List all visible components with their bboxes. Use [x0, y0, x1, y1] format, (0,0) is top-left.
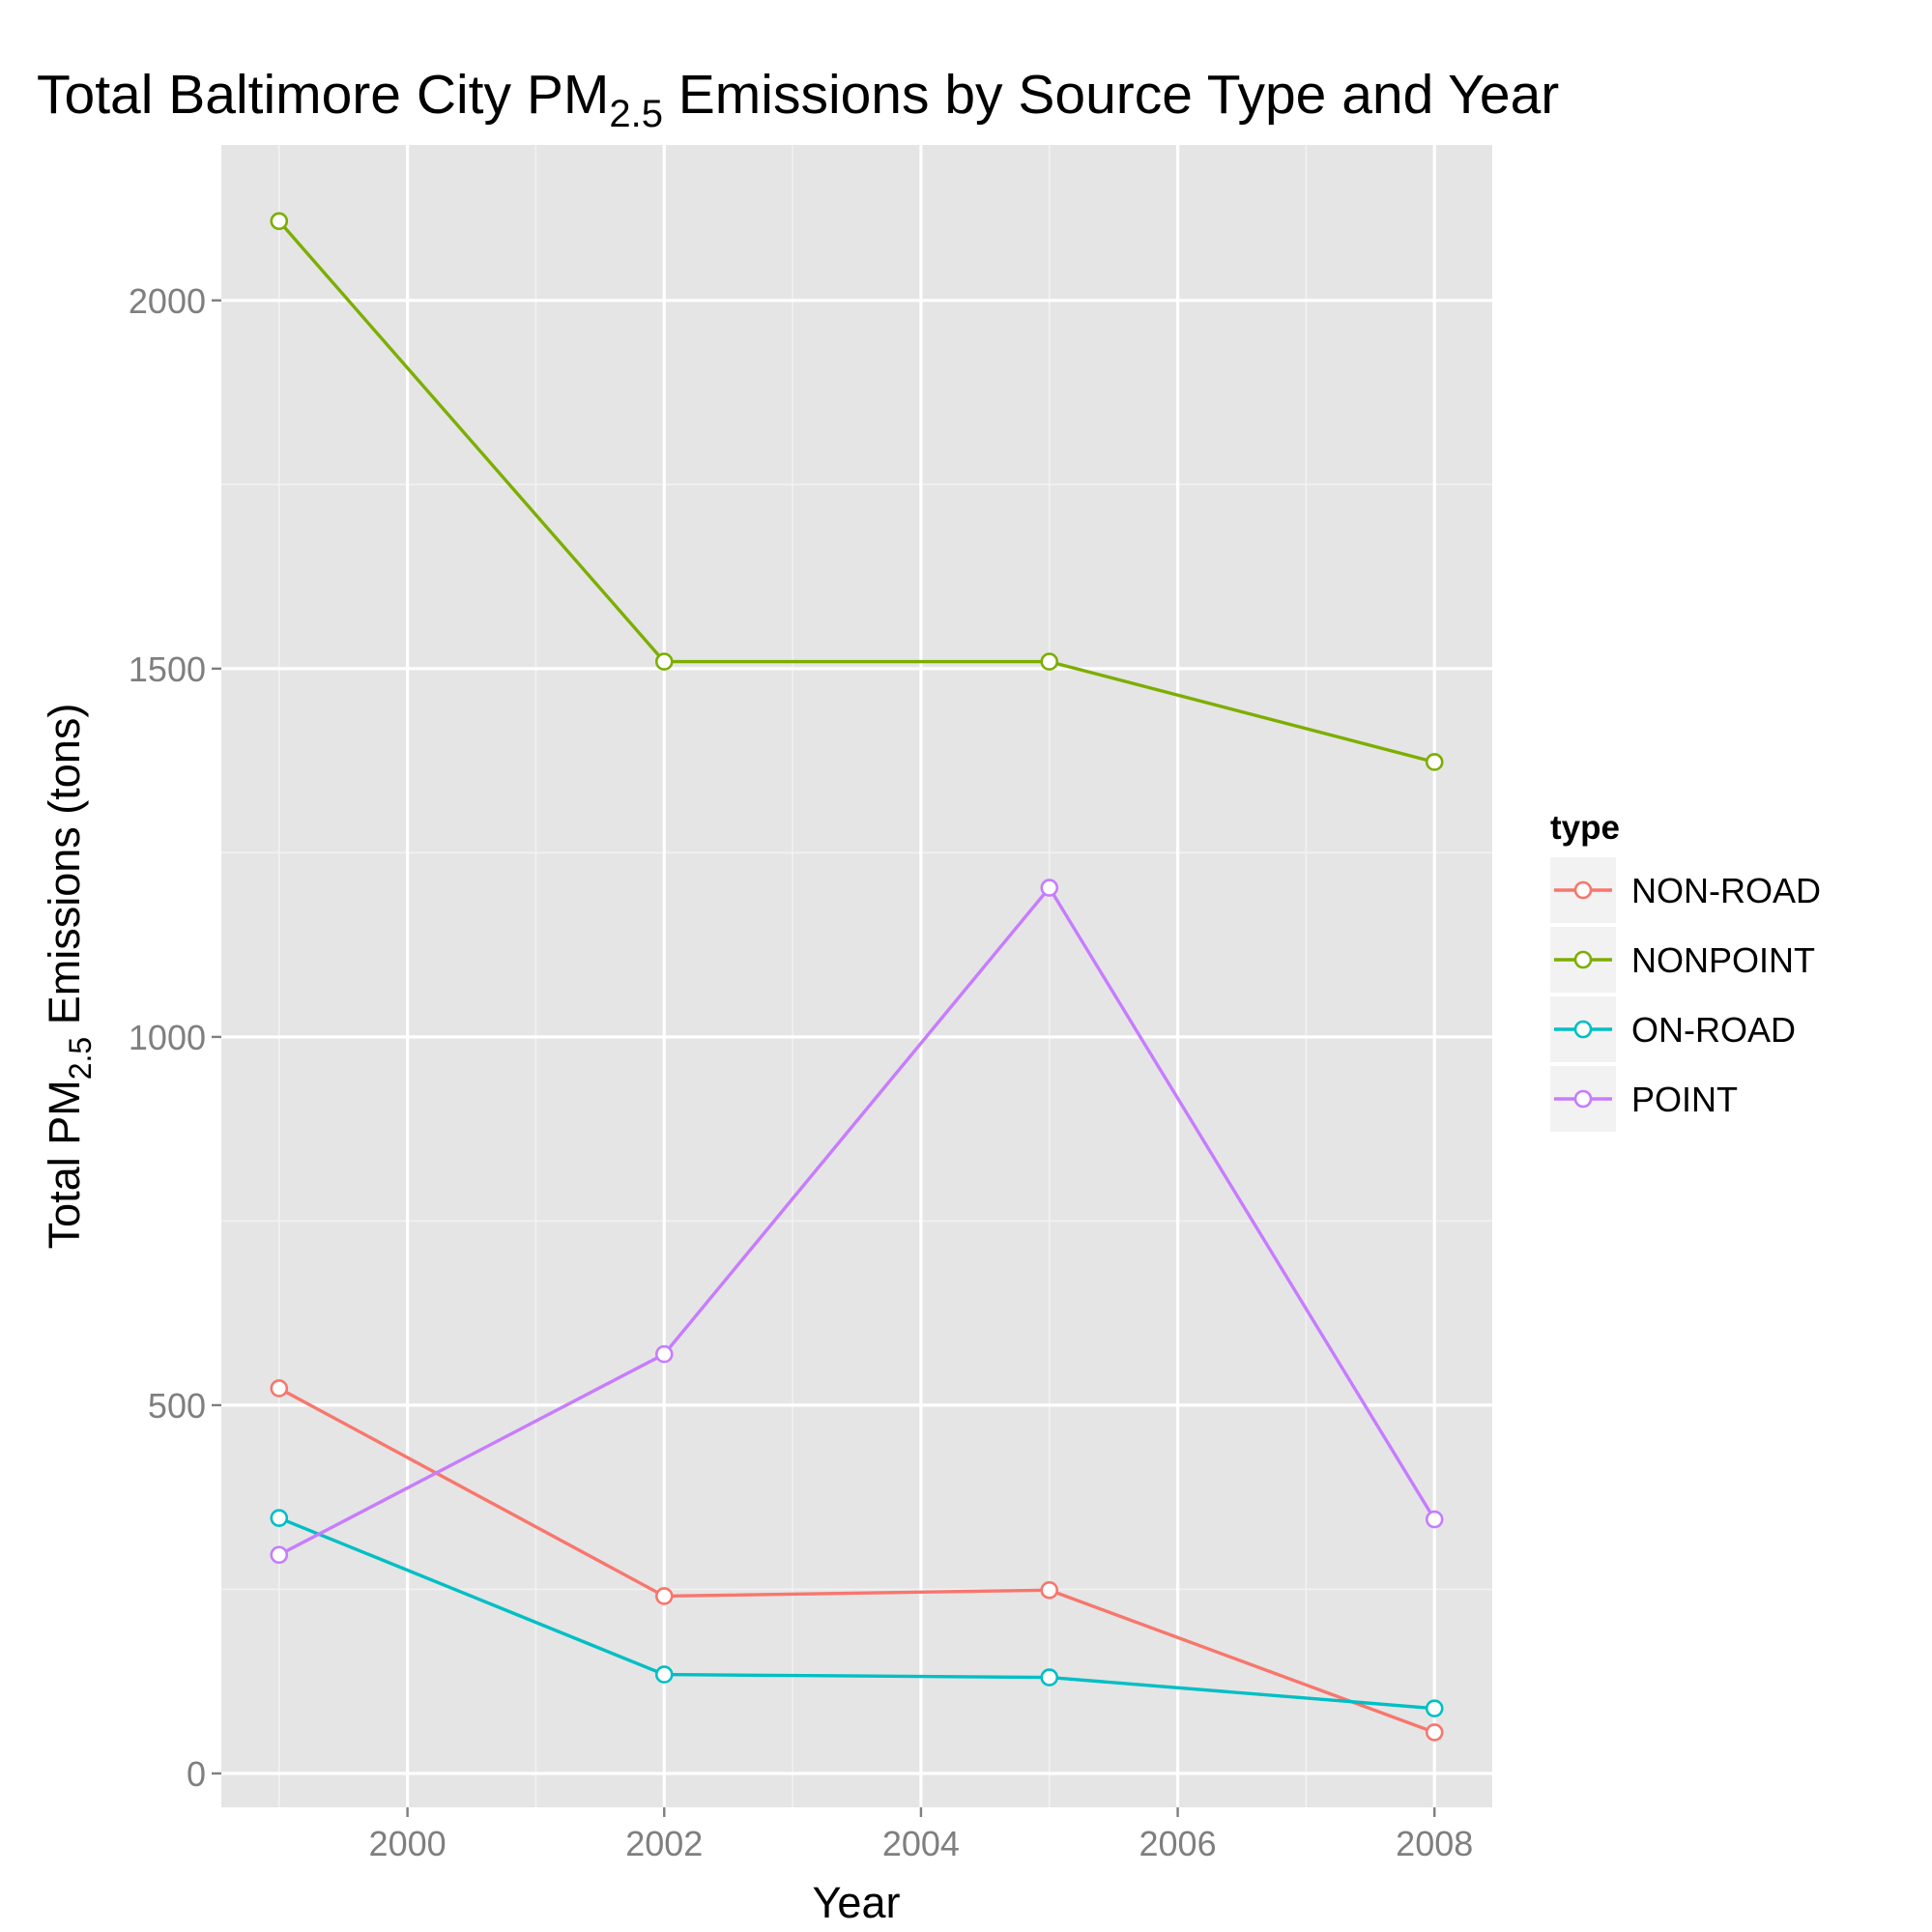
data-point-nonpoint: [654, 652, 674, 671]
data-point-non-road: [1425, 1723, 1444, 1742]
y-axis-title-main: Total PM: [40, 1080, 89, 1249]
y-axis: 0 500 1000 1500 2000: [129, 281, 221, 1794]
legend-key-point-non-road: [1573, 880, 1593, 900]
y-tick-label: 2000: [129, 281, 206, 321]
x-axis: 2000 2002 2004 2006 2008: [369, 1807, 1473, 1863]
plot-panel: [221, 145, 1492, 1807]
legend-label-on-road: ON-ROAD: [1631, 1010, 1796, 1050]
series-line-on-road: [278, 1516, 1435, 1711]
series-line-point: [277, 885, 1436, 1557]
x-tick-label: 2000: [369, 1824, 447, 1863]
legend-key-point-on-road: [1573, 1020, 1593, 1039]
series-line-non-road: [277, 1386, 1435, 1735]
chart-title-subscript: 2.5: [609, 93, 663, 135]
data-point-point: [1425, 1510, 1444, 1529]
data-point-on-road: [654, 1665, 674, 1684]
data-point-nonpoint: [1425, 753, 1444, 771]
data-point-point: [654, 1344, 674, 1364]
legend-label-nonpoint: NONPOINT: [1631, 940, 1815, 980]
x-tick-label: 2008: [1396, 1824, 1473, 1863]
legend-label-point: POINT: [1631, 1080, 1738, 1119]
data-point-nonpoint: [1040, 652, 1059, 671]
y-axis-title-suffix: Emissions (tons): [40, 704, 89, 1037]
y-axis-title: Total PM2.5 Emissions (tons): [40, 704, 98, 1250]
legend-title: type: [1550, 809, 1620, 847]
data-point-on-road: [1040, 1668, 1059, 1687]
legend: NON-ROAD NONPOINT ON-ROAD POINT: [1550, 857, 1821, 1132]
x-tick-label: 2006: [1139, 1824, 1217, 1863]
chart-title-suffix: Emissions by Source Type and Year: [663, 64, 1559, 126]
major-gridlines: [221, 145, 1492, 1807]
legend-key-point-point: [1573, 1089, 1593, 1109]
data-point-point: [270, 1545, 289, 1565]
data-point-on-road: [1425, 1699, 1444, 1717]
data-point-point: [1040, 879, 1059, 897]
data-point-non-road: [270, 1379, 289, 1398]
x-axis-title: Year: [813, 1878, 901, 1927]
data-point-on-road: [270, 1509, 289, 1527]
y-tick-label: 0: [187, 1754, 206, 1794]
minor-gridlines: [221, 145, 1492, 1807]
data-point-nonpoint: [270, 212, 289, 231]
series-layer: [270, 212, 1444, 1742]
legend-key-point-nonpoint: [1573, 950, 1593, 969]
y-tick-label: 1000: [129, 1018, 206, 1057]
y-tick-label: 500: [148, 1386, 206, 1426]
chart-title-main: Total Baltimore City PM: [37, 64, 609, 126]
data-point-non-road: [654, 1587, 674, 1605]
legend-label-non-road: NON-ROAD: [1631, 871, 1821, 910]
data-point-non-road: [1040, 1580, 1059, 1600]
y-tick-label: 1500: [129, 649, 206, 689]
chart-title: Total Baltimore City PM2.5 Emissions by …: [37, 64, 1559, 135]
series-line-nonpoint: [277, 219, 1435, 764]
y-axis-title-subscript: 2.5: [63, 1037, 98, 1080]
x-tick-label: 2004: [882, 1824, 960, 1863]
x-tick-label: 2002: [625, 1824, 703, 1863]
